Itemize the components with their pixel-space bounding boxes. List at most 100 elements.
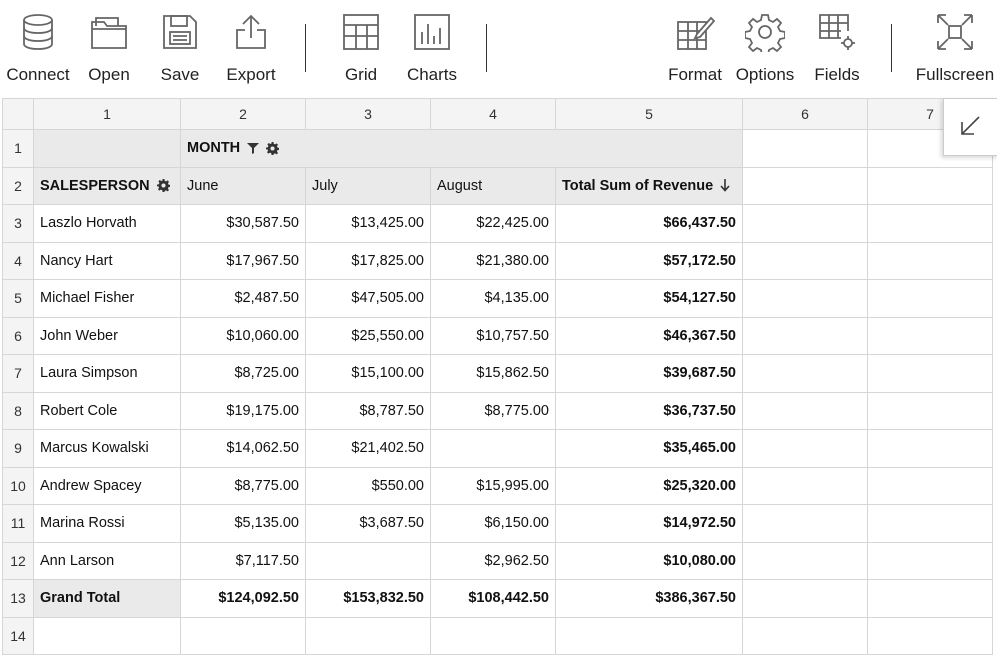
- grand-total-cell[interactable]: $386,367.50: [555, 579, 743, 618]
- month-header[interactable]: July: [305, 166, 431, 205]
- salesperson-cell[interactable]: Marcus Kowalski: [33, 429, 181, 468]
- column-header[interactable]: 4: [430, 98, 556, 130]
- revenue-cell[interactable]: $21,380.00: [430, 241, 556, 280]
- empty-cell[interactable]: [742, 354, 868, 393]
- empty-cell[interactable]: [555, 616, 743, 655]
- revenue-cell[interactable]: $14,062.50: [180, 429, 306, 468]
- grand-total-cell[interactable]: $108,442.50: [430, 579, 556, 618]
- total-cell[interactable]: $39,687.50: [555, 354, 743, 393]
- month-header[interactable]: August: [430, 166, 556, 205]
- empty-cell[interactable]: [180, 616, 306, 655]
- empty-cell[interactable]: [430, 616, 556, 655]
- empty-cell[interactable]: [867, 616, 993, 655]
- total-cell[interactable]: $36,737.50: [555, 391, 743, 430]
- salesperson-cell[interactable]: Robert Cole: [33, 391, 181, 430]
- format-button[interactable]: Format: [665, 0, 725, 98]
- revenue-cell[interactable]: $30,587.50: [180, 204, 306, 243]
- collapse-toolbar-button[interactable]: [943, 98, 997, 156]
- empty-cell[interactable]: [867, 316, 993, 355]
- revenue-cell[interactable]: $2,487.50: [180, 279, 306, 318]
- salesperson-cell[interactable]: Nancy Hart: [33, 241, 181, 280]
- total-revenue-header[interactable]: Total Sum of Revenue: [555, 166, 743, 205]
- revenue-cell[interactable]: $8,775.00: [430, 391, 556, 430]
- total-cell[interactable]: $14,972.50: [555, 504, 743, 543]
- grand-total-cell[interactable]: $124,092.50: [180, 579, 306, 618]
- revenue-cell[interactable]: $8,787.50: [305, 391, 431, 430]
- empty-cell[interactable]: [742, 504, 868, 543]
- revenue-cell[interactable]: $15,995.00: [430, 466, 556, 505]
- empty-cell[interactable]: [33, 616, 181, 655]
- empty-cell[interactable]: [867, 429, 993, 468]
- empty-cell[interactable]: [867, 166, 993, 205]
- empty-cell[interactable]: [742, 429, 868, 468]
- empty-cell[interactable]: [742, 541, 868, 580]
- empty-cell[interactable]: [867, 279, 993, 318]
- empty-cell[interactable]: [867, 204, 993, 243]
- empty-cell[interactable]: [742, 166, 868, 205]
- empty-cell[interactable]: [867, 504, 993, 543]
- empty-cell[interactable]: [742, 241, 868, 280]
- revenue-cell[interactable]: [430, 429, 556, 468]
- open-button[interactable]: Open: [82, 0, 136, 98]
- revenue-cell[interactable]: $550.00: [305, 466, 431, 505]
- salesperson-cell[interactable]: John Weber: [33, 316, 181, 355]
- revenue-cell[interactable]: $10,757.50: [430, 316, 556, 355]
- total-cell[interactable]: $54,127.50: [555, 279, 743, 318]
- salesperson-cell[interactable]: Marina Rossi: [33, 504, 181, 543]
- fullscreen-button[interactable]: Fullscreen: [913, 0, 997, 98]
- revenue-cell[interactable]: $25,550.00: [305, 316, 431, 355]
- grand-total-cell[interactable]: $153,832.50: [305, 579, 431, 618]
- salesperson-cell[interactable]: Ann Larson: [33, 541, 181, 580]
- salesperson-field-header[interactable]: SALESPERSON: [33, 166, 181, 205]
- total-cell[interactable]: $57,172.50: [555, 241, 743, 280]
- total-cell[interactable]: $10,080.00: [555, 541, 743, 580]
- empty-cell[interactable]: [742, 279, 868, 318]
- gear-icon[interactable]: [156, 179, 170, 193]
- revenue-cell[interactable]: $4,135.00: [430, 279, 556, 318]
- total-cell[interactable]: $46,367.50: [555, 316, 743, 355]
- empty-cell[interactable]: [742, 316, 868, 355]
- options-button[interactable]: Options: [733, 0, 797, 98]
- empty-cell[interactable]: [867, 241, 993, 280]
- revenue-cell[interactable]: $8,725.00: [180, 354, 306, 393]
- empty-cell[interactable]: [742, 391, 868, 430]
- revenue-cell[interactable]: $21,402.50: [305, 429, 431, 468]
- filter-icon[interactable]: [247, 142, 260, 155]
- empty-cell[interactable]: [742, 204, 868, 243]
- revenue-cell[interactable]: $47,505.00: [305, 279, 431, 318]
- revenue-cell[interactable]: $6,150.00: [430, 504, 556, 543]
- revenue-cell[interactable]: $17,967.50: [180, 241, 306, 280]
- column-header[interactable]: 6: [742, 98, 868, 130]
- revenue-cell[interactable]: $2,962.50: [430, 541, 556, 580]
- salesperson-cell[interactable]: Laszlo Horvath: [33, 204, 181, 243]
- empty-cell[interactable]: [305, 616, 431, 655]
- revenue-cell[interactable]: $3,687.50: [305, 504, 431, 543]
- revenue-cell[interactable]: $17,825.00: [305, 241, 431, 280]
- revenue-cell[interactable]: $5,135.00: [180, 504, 306, 543]
- corner-cell[interactable]: [2, 98, 34, 130]
- total-cell[interactable]: $35,465.00: [555, 429, 743, 468]
- revenue-cell[interactable]: $13,425.00: [305, 204, 431, 243]
- month-header[interactable]: June: [180, 166, 306, 205]
- salesperson-cell[interactable]: Andrew Spacey: [33, 466, 181, 505]
- column-header[interactable]: 1: [33, 98, 181, 130]
- empty-cell[interactable]: [742, 616, 868, 655]
- empty-cell[interactable]: [867, 579, 993, 618]
- revenue-cell[interactable]: [305, 541, 431, 580]
- column-header[interactable]: 3: [305, 98, 431, 130]
- empty-cell[interactable]: [742, 579, 868, 618]
- column-header[interactable]: 5: [555, 98, 743, 130]
- revenue-cell[interactable]: $7,117.50: [180, 541, 306, 580]
- salesperson-cell[interactable]: Laura Simpson: [33, 354, 181, 393]
- sort-descending-icon[interactable]: [720, 179, 730, 193]
- month-field-header[interactable]: MONTH: [180, 129, 743, 168]
- total-cell[interactable]: $66,437.50: [555, 204, 743, 243]
- fields-button[interactable]: Fields: [808, 0, 866, 98]
- revenue-cell[interactable]: $8,775.00: [180, 466, 306, 505]
- charts-button[interactable]: Charts: [402, 0, 462, 98]
- connect-button[interactable]: Connect: [2, 0, 74, 98]
- column-header[interactable]: 2: [180, 98, 306, 130]
- empty-cell[interactable]: [742, 129, 868, 168]
- empty-cell[interactable]: [742, 466, 868, 505]
- revenue-cell[interactable]: $15,100.00: [305, 354, 431, 393]
